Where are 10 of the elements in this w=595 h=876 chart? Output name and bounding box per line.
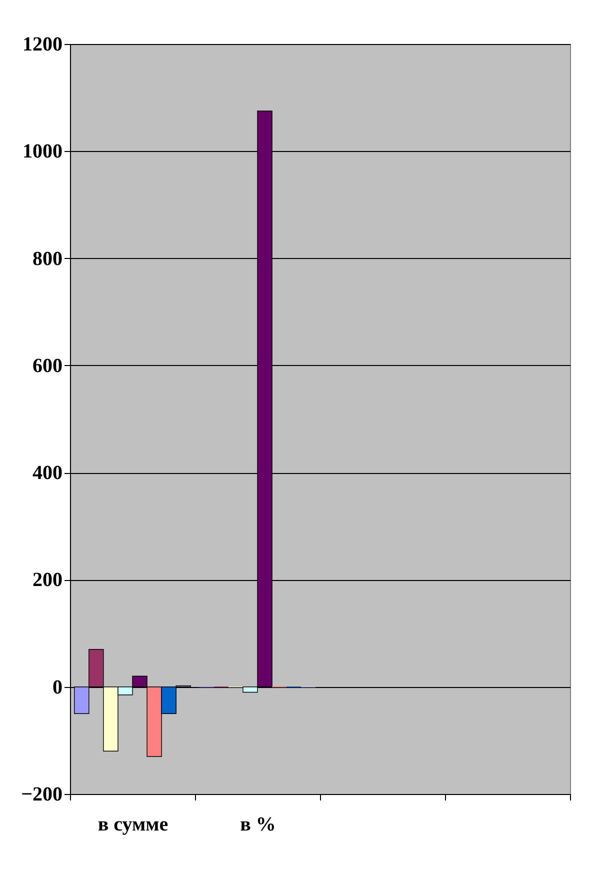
y-tick-label: 600 bbox=[32, 354, 62, 377]
y-tick-label: 0 bbox=[52, 676, 62, 698]
y-tick-label: 200 bbox=[32, 569, 62, 592]
x-tick-label: в % bbox=[240, 814, 276, 836]
y-tick-label: −200 bbox=[21, 784, 62, 806]
y-tick-label: 1200 bbox=[22, 34, 62, 56]
y-tick-label: 400 bbox=[32, 462, 62, 484]
y-tick-label: 1000 bbox=[22, 140, 62, 163]
x-tick-label: в сумме bbox=[98, 814, 168, 836]
y-tick-label: 800 bbox=[32, 248, 62, 270]
